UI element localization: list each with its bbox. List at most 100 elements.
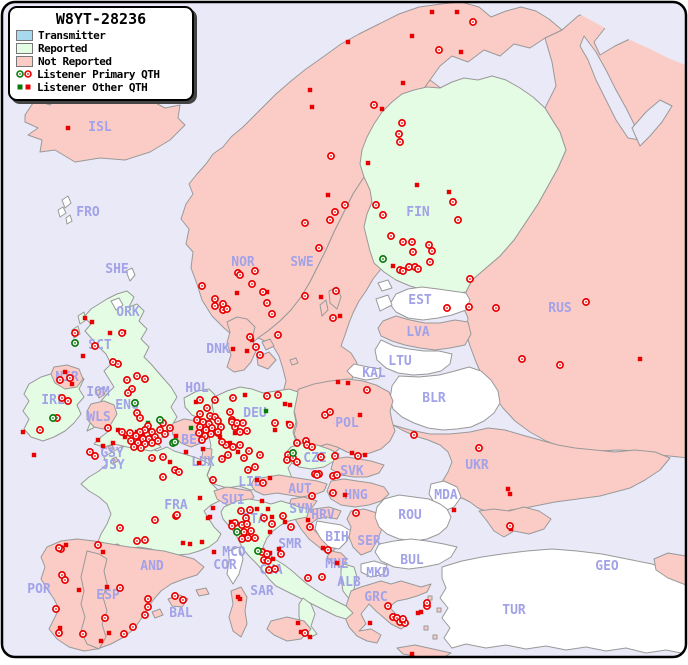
other-qth-icon <box>17 84 31 90</box>
listener-primary-qth-marker <box>126 429 134 437</box>
listener-primary-qth-marker <box>398 119 406 127</box>
listener-primary-qth-marker <box>141 536 149 544</box>
listener-other-qth-marker <box>31 452 37 458</box>
white-sea-gulf <box>631 99 673 147</box>
listener-primary-qth-marker <box>324 546 332 554</box>
listener-other-qth-marker <box>244 348 250 354</box>
listener-primary-qth-marker <box>465 303 473 311</box>
listener-primary-qth-marker <box>144 603 152 611</box>
listener-primary-qth-reported-marker <box>49 414 57 422</box>
listener-primary-qth-marker <box>196 410 204 418</box>
listener-primary-qth-marker <box>171 592 179 600</box>
listener-other-qth-marker <box>183 449 189 455</box>
listener-primary-qth-marker <box>263 392 271 400</box>
listener-other-qth-marker <box>345 39 351 45</box>
listener-primary-qth-marker <box>301 219 309 227</box>
jersey-island <box>111 456 119 464</box>
listener-primary-qth-marker <box>224 451 232 459</box>
country-label-RUS: RUS <box>548 301 572 316</box>
listener-other-qth-marker <box>264 289 270 295</box>
listener-other-qth-marker <box>320 545 326 551</box>
listener-primary-qth-marker <box>414 265 422 273</box>
listener-primary-qth-marker <box>263 550 271 558</box>
listener-primary-qth-marker <box>179 596 187 604</box>
listener-primary-qth-marker <box>326 216 334 224</box>
listener-primary-qth-marker <box>246 506 254 514</box>
listener-primary-qth-marker <box>506 522 514 530</box>
listener-other-qth-marker <box>259 498 265 504</box>
country-label-SHE: SHE <box>105 262 128 277</box>
listener-primary-qth-marker <box>226 408 234 416</box>
listener-other-qth-marker <box>267 529 273 535</box>
listener-primary-qth-marker <box>251 463 259 471</box>
legend-item-transmitter: Transmitter <box>16 29 186 42</box>
legend-item-not-reported: Not Reported <box>16 55 186 68</box>
country-belarus-shape <box>389 366 501 431</box>
listener-primary-qth-marker <box>265 566 273 574</box>
listener-primary-qth-marker <box>214 417 222 425</box>
listener-primary-qth-marker <box>129 623 137 631</box>
listener-primary-qth-marker <box>475 444 483 452</box>
listener-primary-qth-marker <box>218 455 226 463</box>
listener-primary-qth-marker <box>219 300 227 308</box>
listener-primary-qth-marker <box>251 534 259 542</box>
listener-primary-qth-marker <box>242 514 250 522</box>
listener-primary-qth-marker <box>237 507 245 515</box>
listener-primary-qth-marker <box>268 310 276 318</box>
caucasus-shape <box>653 552 686 586</box>
listener-other-qth-marker <box>98 638 104 644</box>
listener-primary-qth-marker <box>240 528 248 536</box>
listener-primary-qth-marker <box>410 431 418 439</box>
listener-primary-qth-marker <box>426 258 434 266</box>
country-label-BUL: BUL <box>400 553 424 568</box>
listener-primary-qth-marker <box>101 614 109 622</box>
listener-other-qth-marker <box>232 430 238 436</box>
listener-primary-qth-marker <box>120 630 128 638</box>
listener-primary-qth-marker <box>327 152 335 160</box>
country-label-LVA: LVA <box>406 325 430 340</box>
ibiza-island <box>151 608 164 619</box>
faroe-island-2 <box>57 206 67 218</box>
country-label-LIE: LIE <box>238 475 261 490</box>
listener-other-qth-marker <box>307 87 313 93</box>
listener-other-qth-marker <box>180 540 186 546</box>
listener-other-qth-marker <box>57 625 63 631</box>
listener-primary-qth-marker <box>116 524 124 532</box>
listener-primary-qth-marker <box>454 216 462 224</box>
country-turkey-shape <box>439 548 686 655</box>
listener-primary-qth-marker <box>279 512 287 520</box>
listener-primary-qth-marker <box>318 573 326 581</box>
listener-primary-qth-marker <box>425 241 433 249</box>
country-label-DNK: DNK <box>206 342 230 357</box>
listener-primary-qth-marker <box>259 288 267 296</box>
listener-primary-qth-marker <box>238 535 246 543</box>
listener-primary-qth-marker <box>379 211 387 219</box>
country-macedonia-shape <box>360 560 388 578</box>
country-poland-shape <box>290 378 396 456</box>
country-label-IOM: IOM <box>86 385 110 400</box>
listener-other-qth-marker <box>325 192 331 198</box>
listener-other-qth-marker <box>295 620 301 626</box>
listener-primary-qth-marker <box>141 611 149 619</box>
listener-primary-qth-marker <box>156 426 164 434</box>
listener-primary-qth-marker <box>308 492 316 500</box>
listener-primary-qth-marker <box>246 333 254 341</box>
listener-other-qth-marker <box>362 452 368 458</box>
listener-primary-qth-marker <box>214 428 222 436</box>
listener-other-qth-reported-marker <box>263 408 269 414</box>
listener-other-qth-marker <box>390 263 396 269</box>
listener-primary-qth-marker <box>264 557 272 565</box>
legend-item-reported: Reported <box>16 42 186 55</box>
listener-primary-qth-marker <box>263 299 271 307</box>
listener-other-qth-marker <box>228 519 234 525</box>
country-label-HNG: HNG <box>344 488 368 503</box>
listener-primary-qth-marker <box>244 466 252 474</box>
country-label-HOL: HOL <box>185 381 209 396</box>
listener-primary-qth-marker <box>71 329 79 337</box>
country-label-SMR: SMR <box>278 537 302 552</box>
country-label-GSY: GSY <box>100 446 124 461</box>
listener-other-qth-marker <box>357 412 363 418</box>
country-label-AUT: AUT <box>288 482 312 497</box>
estonia-island-2 <box>377 279 393 292</box>
